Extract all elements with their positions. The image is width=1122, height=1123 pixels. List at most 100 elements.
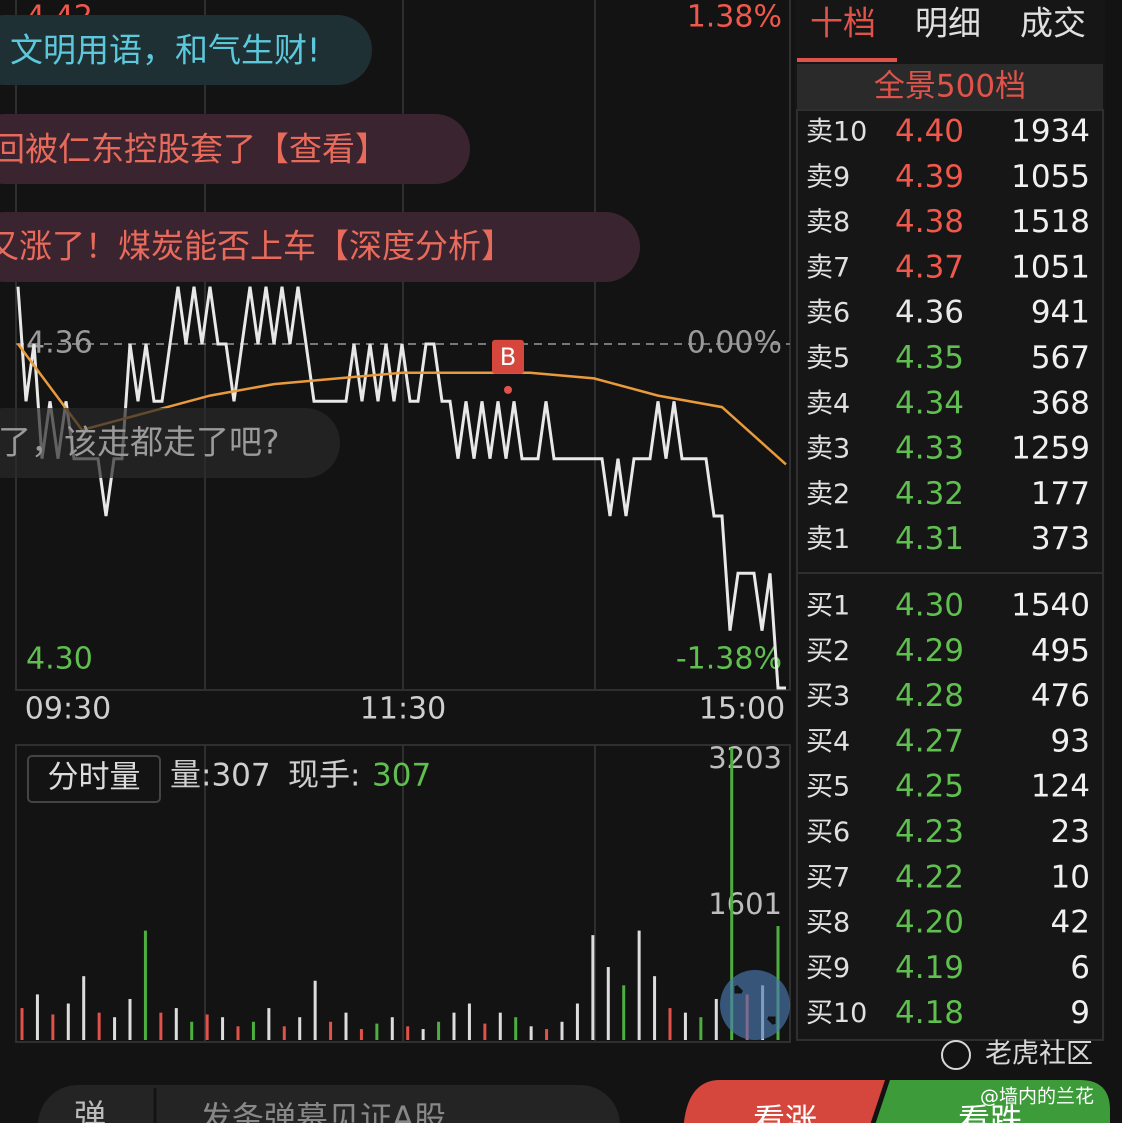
bear-label[interactable]: 看跌 — [958, 1101, 1022, 1123]
level-label: 买1 — [806, 591, 850, 622]
volume-tick-label: 3203 — [708, 741, 782, 775]
danmaku-text: 了，该走都走了吧? — [0, 423, 280, 462]
danmaku-bubble — [0, 15, 372, 85]
volume-bar — [483, 1023, 487, 1040]
volume-bar — [406, 1026, 410, 1040]
input-placeholder[interactable]: 发条弹幕见证A股 — [200, 1099, 446, 1123]
brand-icon — [941, 1040, 971, 1070]
volume-bar — [545, 1029, 549, 1040]
user-watermark: @墙内的兰花 — [980, 1086, 1094, 1108]
level-price: 4.32 — [895, 476, 964, 512]
level-qty: 567 — [1031, 340, 1090, 376]
level-price: 4.18 — [895, 995, 964, 1031]
time-label: 09:30 — [25, 692, 111, 727]
volume-bar — [575, 1003, 579, 1040]
expand-icon — [734, 984, 776, 1026]
tab[interactable]: 明细 — [915, 4, 981, 43]
level-label: 买2 — [806, 636, 850, 667]
volume-bar — [221, 1017, 225, 1040]
pct-label: 0.00% — [687, 326, 782, 361]
volume-bar — [298, 1017, 302, 1040]
price-label: 4.30 — [26, 642, 93, 677]
level-label: 买4 — [806, 726, 850, 757]
volume-bar — [452, 1012, 456, 1040]
orderbook-frame — [796, 109, 1104, 1041]
level-label: 卖1 — [806, 524, 850, 555]
volume-tick-label: 1601 — [708, 887, 782, 921]
level-qty: 1259 — [1011, 431, 1090, 467]
level-qty: 941 — [1031, 295, 1090, 331]
danmaku-text: 回被仁东控股套了【查看】 — [0, 130, 388, 169]
volume-bar — [591, 935, 595, 1040]
orderbook-panel — [795, 0, 1105, 1040]
bull-label[interactable]: 看涨 — [753, 1101, 817, 1123]
price-line — [16, 286, 786, 690]
level-price: 4.19 — [895, 950, 964, 986]
volume-title-box — [27, 755, 161, 803]
danmaku-button[interactable]: 弹 — [74, 1097, 106, 1123]
level-qty: 476 — [1031, 678, 1090, 714]
volume-bar — [730, 748, 734, 1040]
time-label: 15:00 — [699, 692, 785, 727]
level-price: 4.38 — [895, 204, 964, 240]
volume-bar — [637, 930, 641, 1040]
level-price: 4.31 — [895, 521, 964, 557]
level-qty: 42 — [1051, 905, 1090, 941]
volume-bar — [467, 1003, 471, 1040]
level-qty: 1518 — [1011, 204, 1090, 240]
volume-bar — [205, 1014, 209, 1040]
volume-bar — [514, 1017, 518, 1040]
volume-bar — [174, 1008, 178, 1040]
volume-bar — [128, 998, 132, 1040]
volume-bar — [529, 1026, 533, 1040]
danmaku-bubble — [0, 408, 340, 478]
level-qty: 177 — [1031, 476, 1090, 512]
trade-marker-label: B — [500, 343, 516, 371]
volume-bar — [375, 1023, 379, 1040]
volume-bar — [714, 998, 718, 1040]
level-qty: 93 — [1051, 723, 1090, 759]
pct-label: 1.38% — [687, 0, 782, 35]
banner[interactable]: 全景500档 — [874, 69, 1026, 105]
tab[interactable]: 十档 — [810, 4, 876, 43]
level-label: 买8 — [806, 908, 850, 939]
tab[interactable]: 成交 — [1020, 4, 1086, 43]
level-price: 4.22 — [895, 859, 964, 895]
level-qty: 1051 — [1011, 249, 1090, 285]
hand-label: 现手: — [288, 758, 360, 794]
volume-bar — [97, 1012, 101, 1040]
level-label: 卖2 — [806, 479, 850, 510]
level-price: 4.28 — [895, 678, 964, 714]
bull-button[interactable] — [683, 1080, 885, 1123]
volume-bar — [699, 1017, 703, 1040]
level-label: 卖4 — [806, 388, 850, 419]
volume-bar — [560, 1021, 564, 1040]
level-qty: 10 — [1051, 859, 1090, 895]
volume-bar — [683, 1012, 687, 1040]
bear-button[interactable] — [870, 1080, 1110, 1123]
volume-bar — [159, 1012, 163, 1040]
danmaku-bubble — [0, 212, 640, 282]
volume-bar — [143, 930, 147, 1040]
level-label: 买6 — [806, 817, 850, 848]
level-price: 4.40 — [895, 114, 964, 150]
danmaku-bubble — [0, 114, 470, 184]
volume-bar — [668, 1008, 672, 1040]
volume-label: 量:307 — [170, 758, 271, 794]
volume-bar — [82, 976, 86, 1040]
level-label: 卖9 — [806, 162, 850, 193]
level-price: 4.33 — [895, 431, 964, 467]
level-price: 4.27 — [895, 723, 964, 759]
level-label: 卖7 — [806, 252, 850, 283]
price-label: 4.36 — [26, 326, 93, 361]
volume-bar — [622, 985, 626, 1040]
level-price: 4.29 — [895, 633, 964, 669]
hand-value: 307 — [372, 758, 431, 794]
danmaku-text: 又涨了！煤炭能否上车【深度分析】 — [0, 227, 514, 266]
level-price: 4.35 — [895, 340, 964, 376]
danmaku-input[interactable] — [38, 1085, 620, 1123]
expand-button[interactable] — [720, 970, 790, 1040]
level-price: 4.37 — [895, 249, 964, 285]
